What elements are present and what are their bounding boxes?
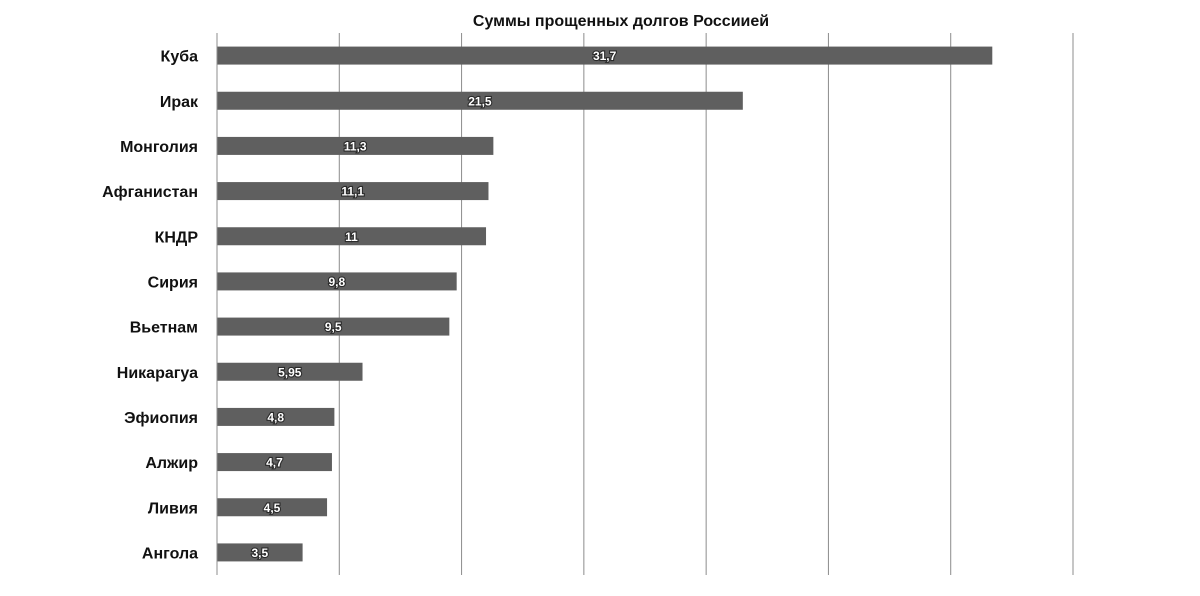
bar: [217, 453, 332, 472]
category-labels: Куба Ирак Монголия Афганистан КНДР Сирия Вьетн…: [102, 49, 199, 563]
bar: [217, 136, 494, 155]
bar: [217, 362, 363, 381]
category-label: Эфиопия: [124, 410, 198, 427]
data-label: 11,3: [344, 139, 367, 153]
value-labels: 31,7 21,5 11,3 11,1 11 9,8 9,5 5,95 4,8 4,7 4,5 3,5: [250, 48, 617, 561]
data-label: 21,5: [468, 94, 492, 108]
category-label: Монголия: [120, 139, 198, 156]
data-label: 9,8: [328, 275, 345, 289]
bar: [217, 317, 450, 336]
data-label: 4,7: [266, 456, 283, 470]
data-label: 9,5: [325, 320, 342, 334]
category-label: Вьетнам: [130, 320, 198, 337]
data-label: 3,5: [251, 546, 268, 560]
bar: [217, 272, 457, 291]
bar: [217, 498, 328, 517]
bar: [217, 46, 993, 65]
chart-title: Суммы прощенных долгов России­ей: [473, 13, 769, 30]
data-label: 11,1: [341, 185, 364, 199]
bar: [217, 182, 489, 201]
data-label: 11: [345, 230, 358, 244]
bar: [217, 91, 743, 110]
data-label: 31,7: [593, 49, 617, 63]
bars: [217, 46, 993, 562]
bar: [217, 543, 303, 562]
category-label: КНДР: [155, 229, 199, 246]
category-label: Ливия: [148, 500, 198, 517]
category-label: Ирак: [160, 94, 199, 111]
bar: [217, 227, 487, 246]
data-label: 5,95: [278, 365, 302, 379]
category-label: Куба: [161, 49, 199, 66]
category-label: Сирия: [148, 274, 198, 291]
bar: [217, 407, 335, 426]
category-label: Алжир: [145, 455, 198, 472]
category-label: Никарагуа: [117, 365, 198, 382]
gridlines: [338, 33, 1074, 575]
category-label: Афганистан: [102, 184, 198, 201]
category-label: Ангола: [142, 545, 198, 562]
data-label: 4,8: [267, 410, 284, 424]
data-label: 4,5: [264, 501, 281, 515]
